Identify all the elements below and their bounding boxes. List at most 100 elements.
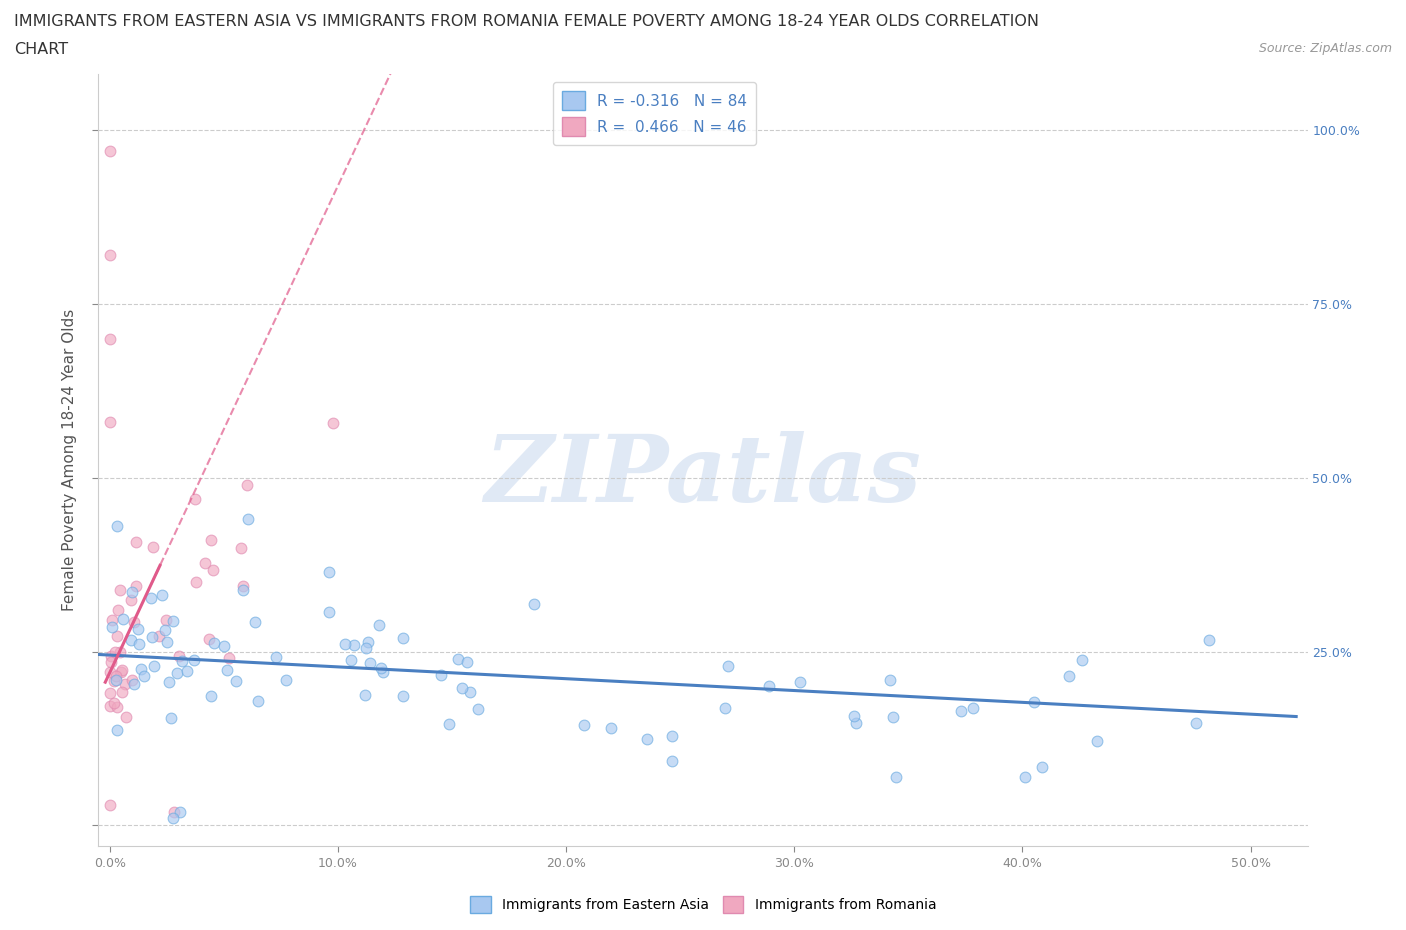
Point: [232, 578, 254, 593]
Point: [101, 619, 124, 634]
Point: [105, 669, 128, 684]
Point: [103, 673, 125, 688]
Point: [155, 613, 177, 628]
Point: [167, 649, 190, 664]
Point: [1085, 733, 1108, 748]
Point: [153, 622, 176, 637]
Point: [523, 597, 546, 612]
Point: [194, 555, 217, 570]
Point: [122, 615, 145, 630]
Point: [110, 665, 132, 680]
Point: [451, 681, 474, 696]
Point: [359, 656, 381, 671]
Point: [574, 717, 596, 732]
Point: [845, 716, 868, 731]
Point: [789, 674, 811, 689]
Point: [467, 702, 489, 717]
Point: [184, 491, 207, 506]
Point: [245, 615, 267, 630]
Point: [114, 710, 136, 724]
Point: [120, 632, 142, 647]
Point: [98, 247, 121, 262]
Point: [111, 662, 134, 677]
Point: [121, 585, 143, 600]
Point: [98, 797, 121, 812]
Point: [142, 658, 165, 673]
Text: CHART: CHART: [14, 42, 67, 57]
Point: [370, 660, 392, 675]
Point: [169, 804, 191, 819]
Point: [339, 653, 361, 668]
Point: [842, 709, 865, 724]
Point: [447, 652, 470, 667]
Y-axis label: Female Poverty Among 18-24 Year Olds: Female Poverty Among 18-24 Year Olds: [62, 309, 77, 612]
Point: [105, 672, 128, 687]
Point: [200, 689, 222, 704]
Point: [98, 698, 121, 713]
Point: [148, 629, 170, 644]
Point: [166, 665, 188, 680]
Point: [98, 331, 121, 346]
Point: [343, 637, 366, 652]
Point: [202, 636, 225, 651]
Point: [198, 631, 221, 646]
Point: [458, 684, 481, 699]
Legend: R = -0.316   N = 84, R =  0.466   N = 46: R = -0.316 N = 84, R = 0.466 N = 46: [553, 82, 756, 145]
Point: [950, 703, 973, 718]
Point: [128, 637, 150, 652]
Point: [111, 684, 134, 699]
Point: [98, 143, 121, 158]
Point: [127, 622, 149, 637]
Point: [110, 644, 132, 659]
Point: [1031, 760, 1053, 775]
Point: [176, 664, 198, 679]
Point: [104, 644, 127, 659]
Point: [962, 700, 984, 715]
Point: [201, 563, 224, 578]
Point: [214, 639, 236, 654]
Text: Source: ZipAtlas.com: Source: ZipAtlas.com: [1258, 42, 1392, 55]
Point: [367, 618, 389, 632]
Point: [274, 673, 297, 688]
Point: [713, 701, 735, 716]
Point: [122, 677, 145, 692]
Point: [152, 588, 174, 603]
Text: IMMIGRANTS FROM EASTERN ASIA VS IMMIGRANTS FROM ROMANIA FEMALE POVERTY AMONG 18-: IMMIGRANTS FROM EASTERN ASIA VS IMMIGRAN…: [14, 14, 1039, 29]
Point: [1185, 715, 1208, 730]
Point: [103, 696, 125, 711]
Point: [235, 478, 257, 493]
Point: [157, 674, 180, 689]
Point: [129, 662, 152, 677]
Point: [162, 614, 184, 629]
Point: [229, 540, 252, 555]
Point: [98, 665, 121, 680]
Point: [98, 415, 121, 430]
Point: [100, 654, 122, 669]
Point: [100, 649, 122, 664]
Point: [879, 672, 901, 687]
Point: [1024, 695, 1046, 710]
Point: [111, 612, 134, 627]
Point: [354, 688, 377, 703]
Point: [886, 770, 908, 785]
Point: [333, 636, 356, 651]
Point: [354, 641, 377, 656]
Point: [392, 688, 415, 703]
Point: [318, 604, 340, 619]
Point: [661, 728, 683, 743]
Point: [225, 674, 247, 689]
Point: [758, 678, 780, 693]
Point: [200, 533, 222, 548]
Point: [108, 582, 131, 597]
Point: [1071, 653, 1094, 668]
Point: [160, 711, 183, 726]
Point: [186, 574, 208, 589]
Point: [107, 603, 129, 618]
Point: [114, 676, 136, 691]
Point: [121, 672, 143, 687]
Point: [107, 629, 129, 644]
Point: [456, 655, 478, 670]
Point: [882, 710, 904, 724]
Point: [141, 630, 163, 644]
Point: [124, 578, 146, 593]
